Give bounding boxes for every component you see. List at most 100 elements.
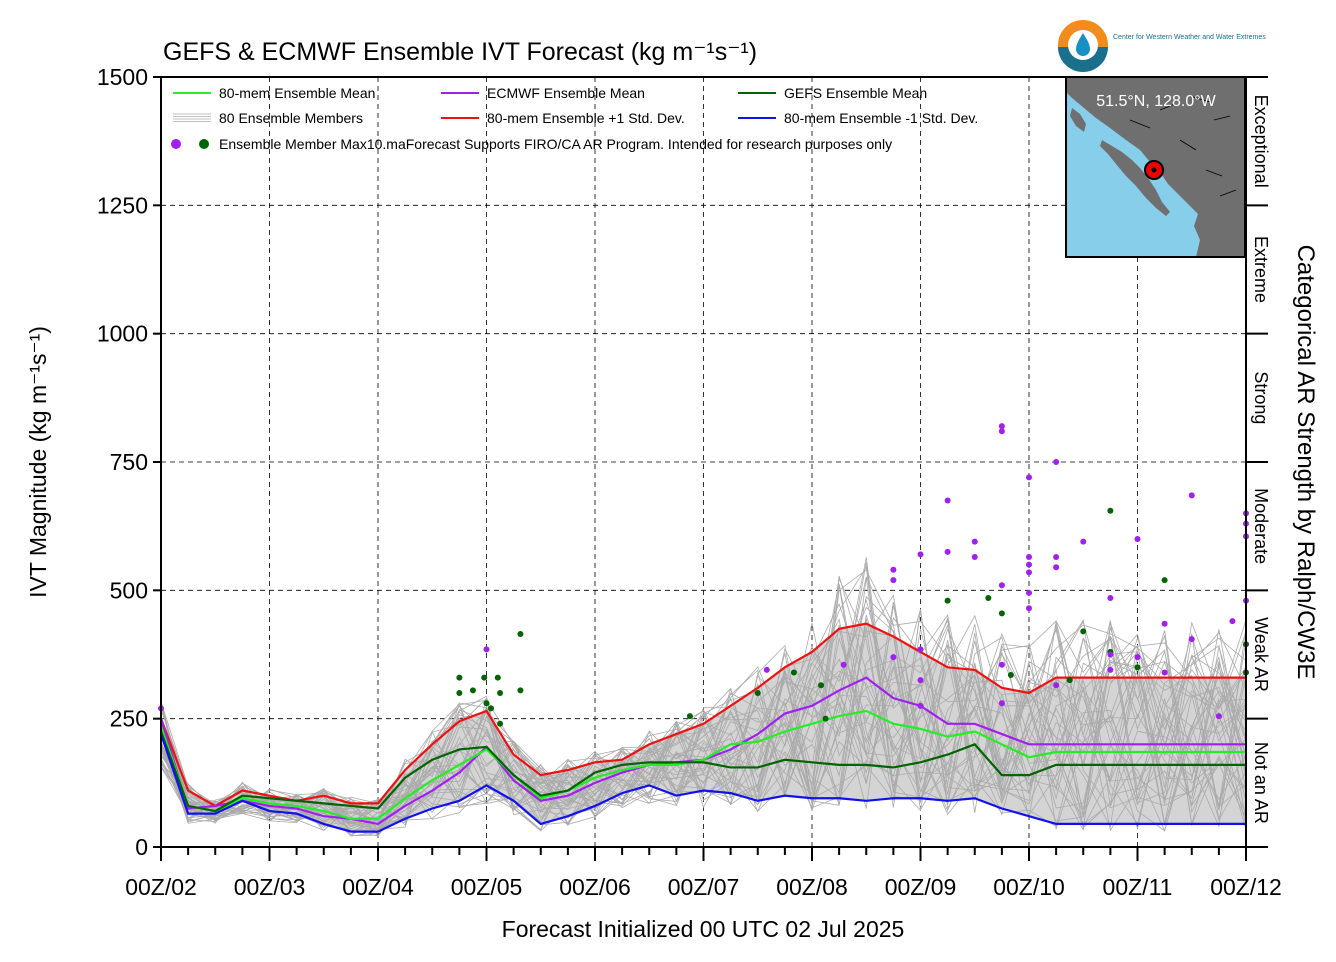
member-max-point	[497, 720, 504, 727]
member-max-point	[686, 713, 693, 720]
member-max-point	[822, 715, 829, 722]
member-max-point	[1107, 595, 1114, 602]
member-max-point	[944, 597, 951, 604]
member-max-point	[481, 674, 488, 681]
member-max-point	[1215, 713, 1222, 720]
member-max-point	[917, 646, 924, 653]
member-max-point	[469, 687, 476, 694]
legend-gefs-max-marker	[199, 139, 209, 149]
legend-max-label: Ensemble Member Max10.maForecast Support…	[219, 136, 892, 152]
series-line-80-mem-ensemble-1-std-dev-	[159, 733, 1246, 833]
member-max-point	[944, 548, 951, 555]
legend-label: 80-mem Ensemble +1 Std. Dev.	[487, 110, 685, 126]
member-max-point	[1026, 553, 1032, 560]
member-max-point	[971, 538, 978, 545]
series-line-80-mem-ensemble-mean	[159, 709, 1246, 820]
ensemble-member-line	[160, 621, 1247, 832]
member-max-point	[754, 690, 761, 696]
member-max-point	[1134, 654, 1141, 661]
ensemble-member-line	[160, 575, 1247, 828]
member-max-point	[488, 705, 495, 712]
y-tick-label: 250	[110, 706, 148, 732]
ensemble-member-line	[160, 628, 1247, 836]
member-max-point	[818, 682, 825, 689]
member-max-point	[1107, 651, 1114, 658]
ensemble-member-line	[160, 618, 1247, 830]
member-max-point	[1007, 672, 1014, 679]
ensemble-member-line	[160, 606, 1247, 830]
location-map-inset: 51.5°N, 128.0°W	[1065, 76, 1246, 258]
legend-label: ECMWF Ensemble Mean	[487, 85, 645, 101]
x-axis-label: Forecast Initialized 00 UTC 02 Jul 2025	[502, 916, 905, 942]
member-max-point	[890, 654, 897, 661]
cw3e-logo: Center for Western Weather and Water Ext…	[1058, 20, 1266, 72]
member-max-point	[1066, 677, 1073, 684]
member-max-point	[1161, 669, 1168, 676]
category-axis-label: Categorical AR Strength by Ralph/CW3E	[1292, 245, 1319, 680]
member-max-point	[456, 674, 463, 681]
category-label: Extreme	[1251, 236, 1271, 303]
member-max-point	[1053, 564, 1060, 571]
ensemble-member-line	[160, 583, 1247, 837]
member-max-points-layer	[158, 423, 1249, 727]
member-max-point	[1134, 536, 1141, 542]
x-tick-label: 00Z/07	[668, 874, 740, 900]
category-label: Moderate	[1251, 488, 1271, 564]
map-island	[1100, 140, 1170, 216]
member-max-point	[1026, 569, 1032, 576]
y-tick-label: 1250	[97, 192, 148, 218]
member-max-point	[1107, 666, 1114, 673]
member-max-point	[494, 674, 501, 681]
x-tick-label: 00Z/08	[776, 874, 848, 900]
member-max-point	[1229, 618, 1236, 625]
y-tick-label: 750	[110, 449, 148, 475]
member-max-point	[1026, 474, 1032, 481]
category-label: Weak AR	[1251, 617, 1271, 692]
map-coast-lines	[1129, 95, 1237, 197]
category-label: Not an AR	[1251, 742, 1271, 824]
x-tick-label: 00Z/09	[885, 874, 957, 900]
x-tick-label: 00Z/04	[342, 874, 414, 900]
map-island-north	[1070, 108, 1086, 132]
member-max-point	[944, 497, 951, 504]
member-max-point	[890, 577, 897, 584]
x-axis: 00Z/02 00Z/03 00Z/04 00Z/05 00Z/06 00Z/07 00Z/…	[125, 847, 1282, 900]
x-tick-label: 00Z/02	[125, 874, 197, 900]
x-tick-label: 00Z/12	[1210, 874, 1282, 900]
member-max-point	[998, 423, 1005, 430]
legend-label: 80-mem Ensemble Mean	[219, 85, 375, 101]
legend-label: 80 Ensemble Members	[219, 110, 363, 126]
member-max-point	[1188, 636, 1195, 643]
ar-category-axis: Not an AR Weak AR Moderate Strong Extreme Exc…	[1246, 76, 1271, 848]
member-max-point	[890, 566, 897, 573]
series-line-gefs-ensemble-mean	[159, 731, 1246, 813]
member-max-point	[998, 610, 1005, 617]
member-max-point	[1026, 605, 1032, 612]
y-tick-label: 0	[135, 834, 148, 860]
member-max-point	[1188, 492, 1195, 499]
member-max-point	[998, 428, 1005, 435]
member-max-point	[497, 690, 504, 696]
member-max-point	[917, 677, 924, 684]
member-max-point	[1080, 628, 1087, 635]
y-tick-label: 1500	[97, 64, 148, 90]
member-max-point	[763, 666, 770, 673]
member-max-point	[1053, 682, 1060, 689]
member-max-point	[998, 661, 1005, 668]
x-tick-label: 00Z/06	[559, 874, 631, 900]
y-tick-label: 500	[110, 577, 148, 603]
ensemble-member-line	[160, 630, 1247, 831]
member-max-point	[998, 582, 1005, 589]
x-tick-label: 00Z/03	[234, 874, 306, 900]
chart-title: GEFS & ECMWF Ensemble IVT Forecast (kg m…	[163, 38, 757, 66]
member-max-point	[1026, 561, 1032, 568]
legend: 80-mem Ensemble Mean ECMWF Ensemble Mean G…	[171, 85, 978, 152]
member-max-point	[517, 687, 524, 694]
water-drop-icon	[1058, 20, 1108, 72]
member-max-point	[483, 700, 490, 707]
member-max-point	[1053, 553, 1060, 560]
member-max-point	[1026, 589, 1032, 596]
member-max-point	[917, 551, 924, 558]
legend-ecmwf-max-marker	[171, 139, 181, 149]
